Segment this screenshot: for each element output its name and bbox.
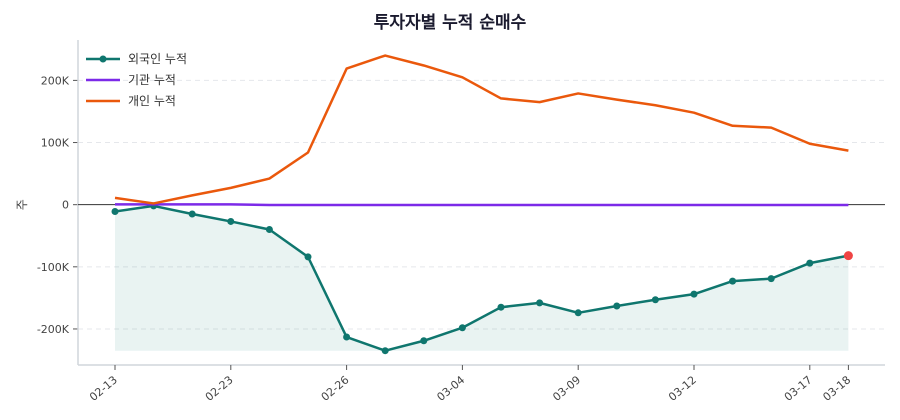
legend-item-institution: 기관 누적 (86, 69, 187, 90)
data-point (806, 259, 814, 267)
x-tick-label: 02-13 (87, 373, 120, 404)
data-point (574, 309, 582, 317)
legend-label: 개인 누적 (128, 94, 176, 108)
last-point-marker (843, 251, 853, 261)
x-tick-label: 02-23 (203, 373, 236, 404)
data-point (497, 303, 505, 311)
data-point (188, 210, 196, 218)
data-point (381, 347, 389, 355)
data-point (111, 208, 119, 216)
legend-item-foreign: 외국인 누적 (86, 48, 187, 69)
x-tick-label: 03-09 (550, 373, 583, 404)
y-axis-label: 주 (15, 199, 29, 210)
x-tick-label: 03-12 (666, 373, 699, 404)
data-point (420, 337, 428, 345)
series-line-1 (115, 203, 849, 207)
series-fill-area (115, 205, 849, 351)
x-tick-label: 03-18 (820, 373, 853, 404)
x-tick-label: 03-04 (434, 373, 467, 404)
y-tick-label: 200K (41, 74, 70, 87)
y-tick-label: 0 (62, 199, 69, 212)
x-tick-label: 02-26 (319, 373, 352, 404)
data-point (767, 275, 775, 283)
y-tick-label: -100K (37, 261, 70, 274)
data-point (729, 277, 737, 285)
y-tick-label: -200K (37, 323, 70, 336)
data-point (536, 299, 544, 307)
data-point (343, 333, 351, 341)
series-line-0 (114, 204, 849, 352)
x-tick-label: 03-17 (782, 373, 815, 404)
data-point (458, 324, 466, 332)
data-point (651, 296, 659, 304)
chart-title: 투자자별 누적 순매수 (373, 13, 527, 33)
legend: 외국인 누적 기관 누적 개인 누적 (86, 48, 187, 111)
data-point (613, 302, 621, 310)
legend-item-individual: 개인 누적 (86, 90, 187, 111)
data-point (304, 253, 312, 261)
data-point (227, 217, 235, 225)
y-tick-label: 100K (41, 137, 70, 150)
data-point (265, 226, 273, 234)
series-line-2 (114, 54, 849, 205)
legend-label: 기관 누적 (128, 73, 176, 87)
data-point (690, 290, 698, 298)
legend-label: 외국인 누적 (128, 52, 188, 66)
